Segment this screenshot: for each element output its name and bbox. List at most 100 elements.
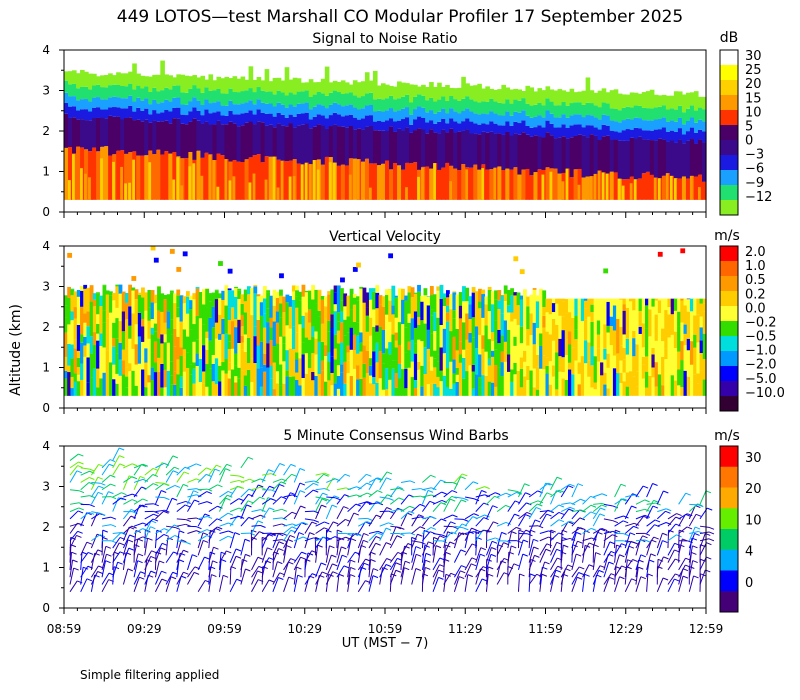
vv-cell	[346, 360, 351, 374]
snr-cell	[493, 123, 498, 134]
wind-barb	[336, 555, 343, 571]
wind-barb-flag	[577, 540, 583, 544]
snr-cell	[304, 82, 310, 91]
snr-cell	[372, 70, 378, 100]
snr-cell	[393, 86, 398, 100]
vv-cell	[677, 369, 681, 386]
snr-cell	[220, 115, 226, 125]
snr-cell	[409, 102, 414, 115]
wind-barb	[443, 552, 447, 570]
wind-barb-flag	[227, 512, 234, 516]
vv-cell	[670, 360, 675, 376]
wind-barb-flag	[529, 573, 536, 577]
vv-cell	[506, 354, 511, 372]
vv-cell	[645, 371, 649, 388]
snr-cell	[649, 120, 655, 131]
vv-cell	[67, 344, 72, 366]
vv-cell	[160, 363, 165, 388]
wind-barb-flag	[290, 558, 296, 562]
vv-cell	[535, 295, 540, 302]
snr-cell	[192, 75, 198, 86]
wind-barb-flag	[452, 526, 458, 530]
snr-cell	[541, 90, 547, 106]
vv-cell	[230, 321, 235, 349]
vv-cell	[429, 285, 434, 296]
vv-cell	[263, 313, 267, 328]
vv-cell	[375, 331, 380, 343]
wind-barb	[133, 476, 141, 490]
wind-barb-flag	[441, 540, 448, 544]
vv-cell	[214, 358, 219, 385]
vv-cell	[112, 346, 116, 365]
vv-cell	[166, 370, 171, 396]
wind-barb	[624, 505, 632, 520]
vv-cell	[234, 286, 238, 289]
wind-barb-flag	[708, 531, 715, 535]
vv-cell	[64, 317, 68, 333]
vv-cell	[92, 332, 97, 346]
snr-cell	[88, 177, 91, 200]
wind-barb	[485, 566, 489, 585]
snr-cell	[701, 181, 707, 200]
snr-cell	[453, 168, 458, 200]
vv-cell	[259, 315, 264, 342]
snr-cell	[352, 80, 358, 96]
wind-barb	[550, 532, 559, 542]
wind-barb-flag	[238, 498, 244, 502]
wind-barb-flag	[206, 491, 212, 495]
vv-cell	[301, 342, 306, 355]
snr-cell	[300, 113, 306, 125]
wind-barb-flag	[210, 529, 216, 533]
vv-cell	[545, 312, 550, 319]
snr-cell	[132, 89, 137, 102]
snr-cell	[633, 117, 639, 128]
wind-barb	[112, 551, 121, 563]
colorbar-swatch	[720, 110, 738, 126]
snr-cell	[441, 87, 446, 97]
vv-cell	[246, 363, 251, 370]
wind-barb	[475, 554, 481, 571]
snr-cell	[304, 90, 310, 103]
snr-cell	[280, 92, 286, 105]
wind-barb	[688, 505, 696, 520]
vv-cell	[124, 330, 129, 349]
vv-cell	[641, 298, 646, 324]
colorbar-swatch	[720, 351, 738, 367]
vv-cell	[256, 368, 261, 396]
wind-barb-flag	[674, 558, 681, 562]
snr-cell	[176, 74, 181, 86]
vv-cell	[333, 304, 338, 312]
snr-cell	[685, 178, 691, 200]
vv-cell	[571, 328, 575, 348]
vv-cell	[237, 290, 242, 299]
wind-barb	[635, 516, 644, 527]
vv-cell	[420, 295, 425, 302]
snr-cell	[681, 112, 687, 125]
wind-barb-flag	[345, 532, 352, 536]
snr-cell	[188, 121, 193, 152]
wind-barb	[571, 483, 579, 498]
wind-barb	[304, 537, 314, 542]
vv-cell	[661, 328, 665, 342]
snr-cell	[421, 129, 426, 167]
snr-cell	[128, 182, 132, 200]
wind-barb	[368, 514, 377, 527]
wind-barb	[293, 468, 301, 483]
vv-cell	[397, 345, 402, 364]
wind-barb-flag	[441, 491, 447, 495]
wind-barb-flag	[355, 503, 361, 507]
wind-barb-flag	[640, 576, 647, 580]
vv-cell	[176, 336, 181, 360]
vv-cell	[218, 365, 222, 382]
wind-barb	[315, 488, 325, 491]
wind-barb	[122, 475, 130, 490]
wind-barb-flag	[650, 553, 656, 557]
vv-cell	[259, 367, 264, 387]
vv-cell	[112, 322, 116, 338]
vv-cell	[404, 352, 409, 369]
wind-barb	[518, 529, 527, 542]
wind-barb-flag	[450, 521, 456, 525]
colorbar-label: 4	[745, 545, 753, 560]
wind-barb	[69, 530, 79, 542]
snr-cell	[212, 90, 218, 103]
